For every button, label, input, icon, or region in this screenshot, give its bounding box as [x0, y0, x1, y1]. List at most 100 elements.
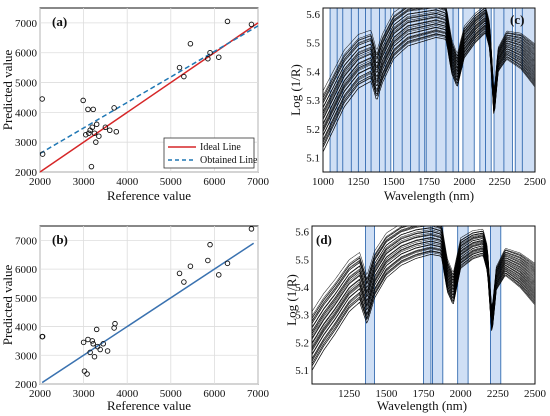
panel-b-point — [93, 326, 100, 333]
panel-c-ytick-label: 5.1 — [306, 153, 320, 165]
panel-c-spectrum-line — [322, 28, 535, 144]
panel-a-ytick-label: 3000 — [15, 137, 38, 149]
panel-a-point — [216, 54, 222, 60]
panel-b-point — [104, 348, 111, 354]
panel-c: 1000 1250 1500 1750 2000 2250 2500 5.1 5.2 5.3 5.… — [288, 7, 547, 203]
panel-d-spectrum-line — [311, 237, 535, 345]
panel-b-xtick-label: 6000 — [203, 388, 226, 400]
panel-b-ytick-label: 7000 — [15, 235, 38, 247]
panel-b-xtick-label: 7000 — [247, 388, 270, 400]
panel-b-ytick-label: 4000 — [15, 322, 38, 334]
panel-d-ytick-label: 5.2 — [295, 337, 309, 349]
panel-d-ytick-label: 5.6 — [295, 227, 309, 239]
panel-b-xtick-label: 5000 — [160, 388, 183, 400]
panel-d-spectrum-line — [311, 244, 535, 356]
panel-a-point — [248, 21, 255, 28]
panel-c-xlabel: Wavelength (nm) — [384, 188, 474, 203]
panel-a-xtick-label: 2000 — [29, 176, 52, 188]
panel-a: 2000 3000 4000 5000 6000 7000 2000 3000 4000 500… — [0, 7, 270, 203]
panel-b-point — [207, 241, 213, 248]
panel-c-highlight-band — [425, 7, 460, 173]
panel-c-ytick-label: 5.3 — [306, 95, 320, 107]
panel-c-xtick-label: 1750 — [418, 176, 441, 188]
panel-b-ytick-label: 3000 — [15, 350, 38, 362]
panel-a-ytick-label: 6000 — [15, 48, 38, 60]
panel-a-point — [205, 55, 211, 62]
panel-d-label: (d) — [316, 232, 332, 247]
panel-c-label: (c) — [510, 12, 524, 27]
panel-c-spectrum-line — [322, 13, 535, 115]
panel-a-point — [187, 41, 194, 47]
panel-c-frame — [322, 7, 536, 173]
panel-b-xlabel: Reference value — [107, 398, 191, 413]
panel-b-ytick-label: 2000 — [15, 379, 38, 391]
panel-b-ytick-label: 6000 — [15, 264, 38, 276]
panel-c-xtick-label: 2500 — [524, 176, 547, 188]
panel-b-point — [87, 349, 93, 356]
panel-b-point — [91, 353, 98, 360]
panel-a-point — [83, 131, 89, 138]
panel-d: 1250 1500 1750 2000 2250 2500 5.1 5.2 5.3 5.4 5.5… — [284, 225, 547, 413]
panel-a-point — [181, 73, 187, 80]
panel-b-point — [224, 260, 231, 267]
panel-a-point — [113, 128, 120, 135]
panel-b-point — [81, 368, 88, 374]
panel-c-spectrum-line — [322, 28, 535, 142]
panel-a-point — [80, 97, 86, 104]
panel-c-spectrum-line — [322, 22, 535, 132]
panel-d-spectrum-line — [311, 236, 535, 344]
panel-a-xtick-label: 6000 — [203, 176, 226, 188]
panel-b-ylabel: Predicted value — [0, 265, 15, 346]
panel-a-ytick-label: 4000 — [15, 107, 38, 119]
panel-a-point — [93, 139, 99, 145]
panel-d-xtick-label: 2500 — [524, 388, 547, 400]
panel-a-point — [176, 64, 183, 71]
panel-a-point — [91, 130, 98, 136]
panel-b-point — [248, 226, 255, 232]
panel-d-ytick-label: 5.4 — [295, 282, 309, 294]
panel-c-spectrum-line — [322, 32, 535, 153]
panel-c-spectrum-line — [322, 27, 535, 141]
panel-b-xtick-label: 3000 — [73, 388, 96, 400]
panel-b-point — [216, 272, 222, 278]
panel-c-xtick-label: 1500 — [383, 176, 406, 188]
panel-b-point — [39, 333, 46, 340]
panel-b-point — [90, 341, 96, 347]
panel-a-ylabel: Predicted value — [0, 50, 15, 131]
panel-a-point — [111, 105, 117, 111]
panel-d-spectrum-line — [311, 248, 535, 362]
panel-b: 2000 3000 4000 5000 6000 7000 2000 3000 4000 500… — [0, 225, 270, 413]
panel-b-point — [80, 339, 87, 346]
panel-c-ylabel: Log (1/R) — [288, 64, 303, 116]
panel-b-point — [205, 257, 211, 264]
panel-a-point — [93, 121, 100, 128]
panel-a-ytick-label: 2000 — [15, 167, 38, 179]
panel-d-xtick-label: 1250 — [338, 388, 361, 400]
panel-a-point — [90, 106, 96, 113]
panel-a-point — [86, 130, 92, 136]
panel-a-legend: Ideal Line Obtained Line — [163, 137, 258, 169]
panel-b-point — [89, 338, 96, 344]
panel-d-xtick-label: 2000 — [450, 388, 473, 400]
panel-c-xtick-label: 1000 — [312, 176, 335, 188]
panel-d-ytick-label: 5.1 — [295, 365, 309, 377]
panel-c-xtick-label: 1250 — [347, 176, 370, 188]
panel-d-ytick-label: 5.5 — [295, 254, 309, 266]
panel-c-spectrum-line — [322, 21, 535, 128]
panel-d-spectrum-line — [311, 227, 535, 329]
panel-c-spectrum-line — [322, 11, 535, 112]
panel-b-point — [97, 346, 103, 353]
panel-d-xtick-label: 1750 — [413, 388, 436, 400]
panel-b-point — [176, 270, 183, 277]
panel-a-point — [96, 133, 102, 139]
panel-b-fit-line — [41, 242, 255, 384]
panel-c-ytick-label: 5.4 — [306, 66, 320, 78]
panel-b-point — [112, 320, 118, 327]
panel-a-point — [224, 18, 231, 25]
panel-c-ytick-label: 5.5 — [306, 38, 320, 50]
panel-c-highlight-band — [393, 7, 426, 173]
panel-d-xtick-label: 2250 — [487, 388, 510, 400]
panel-b-point — [100, 341, 106, 347]
panel-d-spectrum-line — [311, 251, 535, 367]
